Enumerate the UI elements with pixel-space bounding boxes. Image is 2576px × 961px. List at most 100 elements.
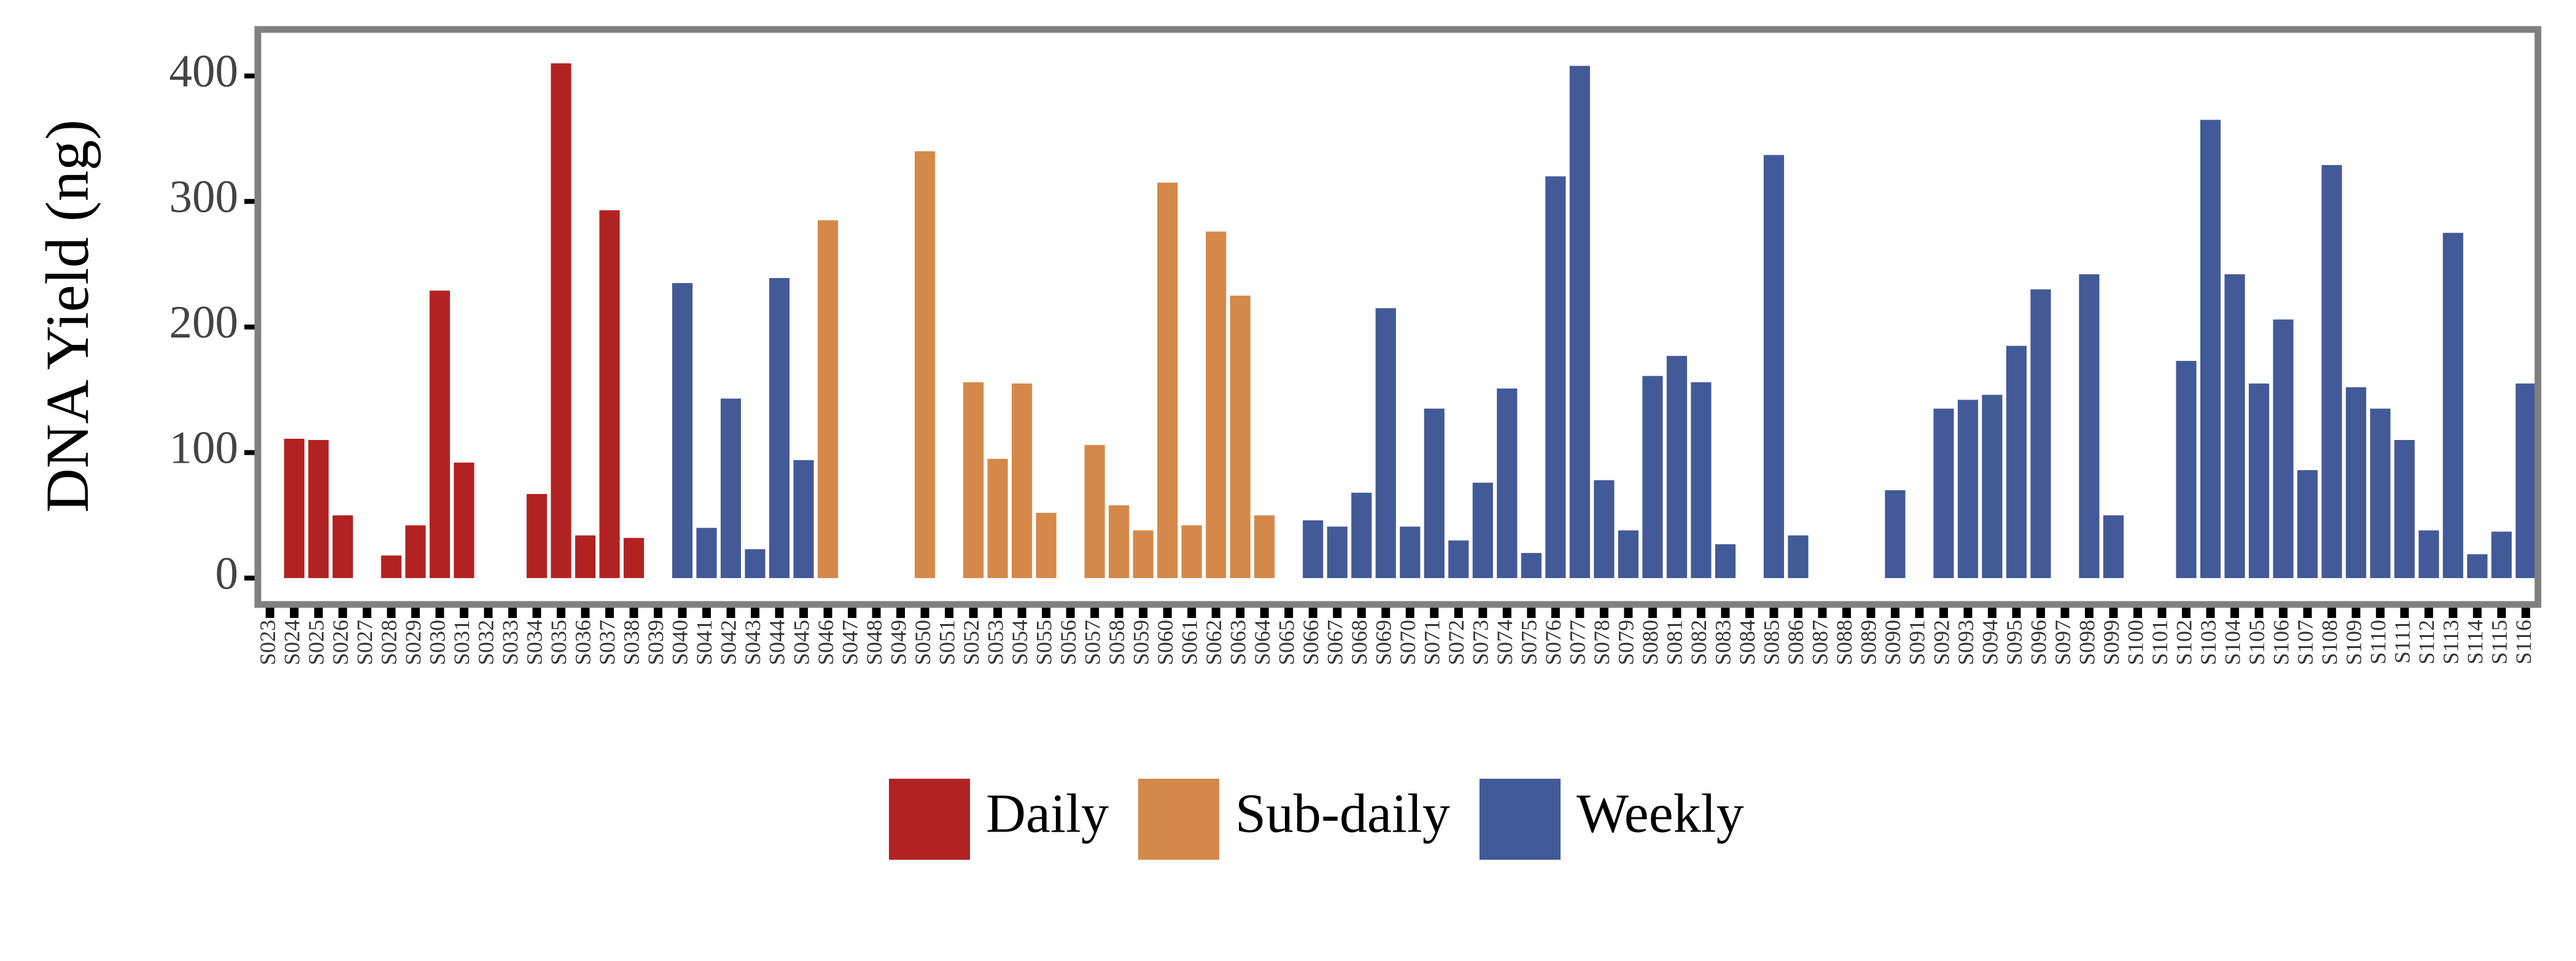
legend-label: Weekly	[1577, 784, 1744, 844]
x-tick-label: S078	[1589, 620, 1614, 665]
bar	[769, 278, 790, 579]
x-tick-label: S094	[1977, 620, 2002, 665]
bar	[2394, 439, 2415, 579]
bar	[1133, 530, 1154, 579]
x-tick-label: S060	[1153, 620, 1177, 665]
bar	[1206, 231, 1227, 579]
x-tick-label: S035	[546, 620, 571, 665]
x-tick-label: S023	[255, 620, 280, 665]
bar	[720, 398, 742, 579]
x-tick-label: S110	[2365, 620, 2390, 665]
x-tick-label: S075	[1517, 620, 1542, 665]
bar	[1157, 182, 1178, 579]
x-tick-label: S054	[1007, 620, 1032, 665]
bar	[1569, 66, 1590, 579]
bar	[599, 210, 620, 579]
legend-swatch	[889, 779, 970, 860]
x-tick-label: S082	[1686, 620, 1711, 665]
x-tick-label: S036	[571, 620, 596, 665]
x-tick-label: S112	[2414, 620, 2438, 665]
bar	[1497, 388, 1518, 579]
x-tick-label: S071	[1420, 620, 1445, 665]
bar	[1618, 530, 1639, 579]
x-tick-label: S029	[401, 620, 425, 665]
bar	[1691, 382, 1712, 579]
bar	[2176, 361, 2197, 579]
x-tick-label: S114	[2462, 620, 2487, 665]
bar	[672, 283, 693, 579]
legend-swatch	[1479, 779, 1561, 860]
bar	[1666, 355, 1687, 579]
bar	[1400, 527, 1421, 579]
x-tick-label: S108	[2317, 620, 2341, 665]
bar	[2079, 274, 2100, 579]
x-tick-label: S099	[2099, 620, 2124, 665]
bar	[1885, 490, 1906, 579]
bar	[1230, 295, 1251, 579]
bar	[696, 528, 717, 579]
bar	[2224, 274, 2245, 579]
x-tick-label: S040	[668, 620, 692, 665]
x-tick-label: S089	[1856, 620, 1881, 665]
x-tick-label: S028	[377, 620, 402, 665]
bar	[1424, 408, 1445, 579]
x-tick-label: S091	[1905, 620, 1930, 665]
x-tick-label: S024	[280, 620, 305, 665]
bar	[1254, 515, 1275, 579]
bar	[526, 493, 547, 579]
y-axis-label: DNA Yield (ng)	[33, 120, 101, 513]
x-tick-label: S061	[1177, 620, 1201, 665]
x-tick-label: S025	[304, 620, 328, 665]
bar	[381, 555, 402, 579]
bar	[2103, 515, 2124, 579]
x-tick-label: S067	[1322, 620, 1347, 665]
x-tick-label: S038	[619, 620, 644, 665]
y-tick-label: 400	[169, 46, 239, 97]
bar	[2467, 554, 2488, 579]
bar	[1327, 527, 1348, 579]
y-tick-label: 200	[169, 297, 239, 348]
x-tick-label: S074	[1492, 620, 1517, 665]
x-tick-label: S080	[1638, 620, 1662, 665]
bar	[2418, 530, 2439, 579]
x-tick-label: S041	[692, 620, 716, 665]
bar	[2249, 383, 2270, 579]
x-tick-label: S084	[1735, 620, 1759, 665]
x-tick-label: S116	[2512, 620, 2536, 665]
x-tick-label: S102	[2171, 620, 2196, 665]
x-tick-label: S066	[1298, 620, 1323, 665]
bar	[2491, 531, 2512, 579]
x-tick-label: S092	[1929, 620, 1953, 665]
x-tick-label: S072	[1444, 620, 1468, 665]
x-tick-label: S030	[425, 620, 450, 665]
bar	[1788, 535, 1809, 579]
bar	[332, 515, 353, 579]
bar	[2321, 164, 2342, 579]
bar	[1594, 480, 1615, 579]
bar	[1084, 445, 1105, 579]
x-tick-label: S042	[716, 620, 741, 665]
bar	[2370, 408, 2391, 579]
bar	[2006, 345, 2027, 579]
bar	[987, 458, 1008, 579]
bar	[1448, 540, 1469, 579]
x-tick-label: S034	[522, 620, 547, 665]
bar	[429, 290, 450, 579]
bar	[1375, 308, 1396, 579]
bar	[1763, 155, 1785, 579]
bar	[1545, 176, 1566, 579]
x-tick-label: S090	[1880, 620, 1905, 665]
x-tick-label: S047	[837, 620, 862, 665]
x-tick-label: S059	[1128, 620, 1153, 665]
bar	[2030, 289, 2051, 579]
y-tick-label: 0	[215, 548, 239, 599]
x-tick-label: S031	[449, 620, 474, 665]
x-tick-label: S093	[1953, 620, 1978, 665]
x-tick-label: S081	[1662, 620, 1687, 665]
bar	[623, 538, 645, 579]
x-tick-label: S085	[1759, 620, 1784, 665]
y-tick-label: 300	[169, 172, 239, 223]
x-tick-label: S098	[2074, 620, 2099, 665]
x-tick-label: S045	[789, 620, 813, 665]
